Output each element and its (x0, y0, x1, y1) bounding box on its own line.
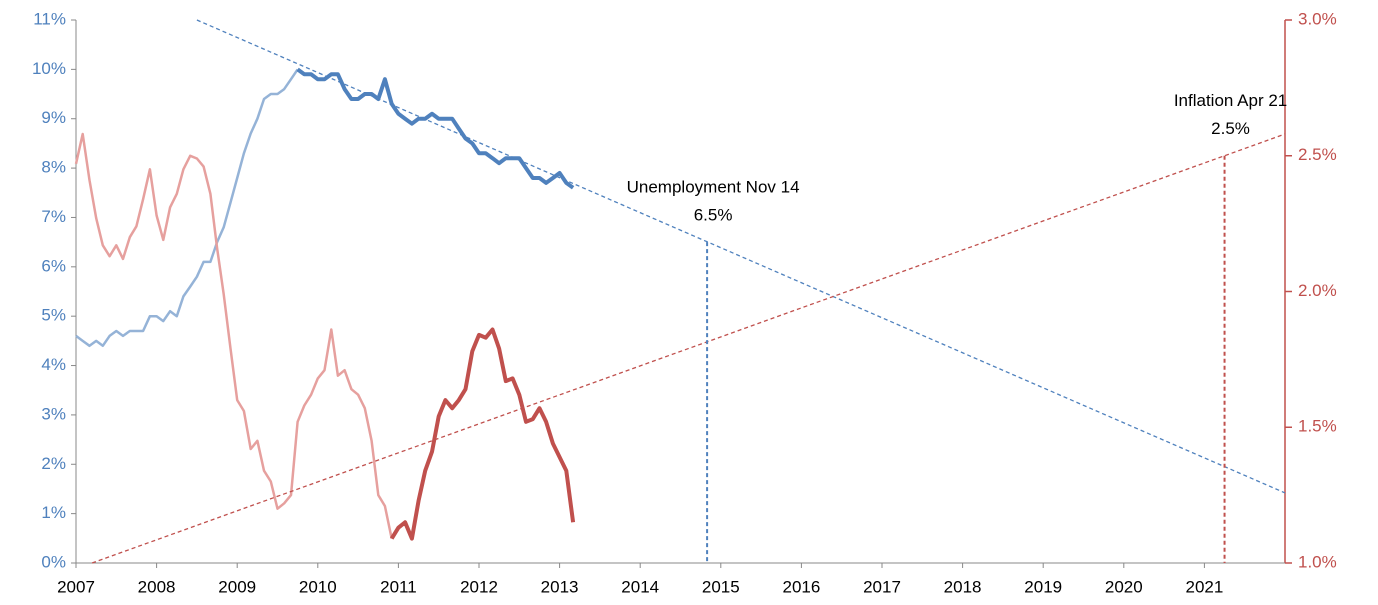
trend-line (196, 19, 1286, 494)
x-tick-label: 2020 (1105, 577, 1143, 596)
trend-line (91, 133, 1286, 564)
x-tick-label: 2014 (621, 577, 659, 596)
y-tick-label: 10% (32, 59, 66, 78)
x-tick-label: 2012 (460, 577, 498, 596)
y-tick-label: 7% (41, 207, 66, 226)
y-tick-label: 1% (41, 503, 66, 522)
data-line (296, 67, 575, 190)
x-tick-label: 2009 (218, 577, 256, 596)
x-tick-label: 2019 (1024, 577, 1062, 596)
y-tick-label: 0% (41, 552, 66, 571)
x-tick-label: 2011 (380, 577, 417, 596)
y-tick-label: 3% (41, 404, 66, 423)
y-tick-label: 2% (41, 454, 66, 473)
y2-tick-label: 2.5% (1298, 145, 1337, 164)
y-tick-label: 6% (41, 256, 66, 275)
data-line (75, 68, 299, 348)
x-tick-label: 2013 (541, 577, 579, 596)
data-line (389, 327, 576, 541)
annotation-text: Inflation Apr 21 (1174, 91, 1287, 110)
y-tick-label: 11% (33, 9, 66, 28)
y2-tick-label: 1.5% (1298, 417, 1337, 436)
annotation-text: 2.5% (1211, 119, 1250, 138)
x-tick-label: 2015 (702, 577, 740, 596)
x-tick-label: 2016 (782, 577, 820, 596)
x-tick-label: 2007 (57, 577, 95, 596)
x-tick-label: 2008 (138, 577, 176, 596)
x-tick-label: 2021 (1185, 577, 1223, 596)
y2-tick-label: 2.0% (1298, 281, 1337, 300)
x-tick-label: 2017 (863, 577, 901, 596)
y-tick-label: 5% (41, 306, 66, 325)
y2-tick-label: 3.0% (1298, 9, 1337, 28)
annotation-text: Unemployment Nov 14 (627, 178, 800, 197)
y-tick-label: 8% (41, 158, 66, 177)
y-tick-label: 4% (41, 355, 66, 374)
x-tick-label: 2018 (944, 577, 982, 596)
y2-tick-label: 1.0% (1298, 552, 1337, 571)
x-tick-label: 2010 (299, 577, 337, 596)
y-tick-label: 9% (41, 108, 66, 127)
data-line (74, 132, 393, 539)
annotation-text: 6.5% (694, 206, 733, 225)
